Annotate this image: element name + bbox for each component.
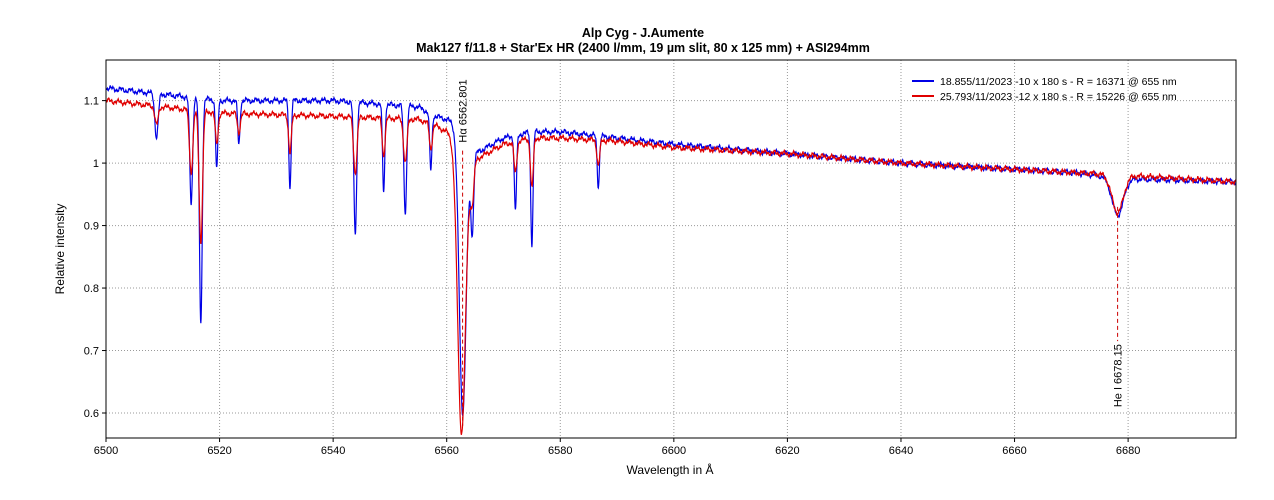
chart-subtitle: Mak127 f/11.8 + Star'Ex HR (2400 l/mm, 1…	[416, 41, 870, 55]
y-tick-label: 1.1	[84, 96, 99, 108]
x-tick-label: 6620	[775, 445, 799, 457]
x-tick-label: 6560	[434, 445, 458, 457]
y-tick-label: 0.7	[84, 346, 99, 358]
x-axis-label: Wavelength in Å	[627, 462, 714, 477]
grid-lines	[106, 60, 1236, 438]
x-tick-label: 6580	[548, 445, 572, 457]
x-tick-label: 6600	[662, 445, 686, 457]
x-tick-label: 6660	[1002, 445, 1026, 457]
y-tick-label: 1	[93, 158, 99, 170]
x-tick-label: 6540	[321, 445, 345, 457]
annotation-layer: Hα 6562.801 He I 6678.15	[458, 79, 1125, 426]
legend-label-series-1: 18.855/11/2023 -10 x 180 s - R = 16371 @…	[940, 76, 1177, 88]
x-axis-ticks: 6500 6520 6540 6560 6580 6600 6620 6640 6660 6680	[94, 438, 1140, 457]
annotation-label-1: Hα 6562.801	[458, 79, 470, 142]
plot-frame	[105, 59, 1237, 439]
series-line-1	[106, 85, 1236, 418]
x-tick-label: 6520	[207, 445, 231, 457]
series-layer	[106, 85, 1236, 436]
x-tick-label: 6640	[889, 445, 913, 457]
y-tick-label: 0.9	[84, 221, 99, 233]
legend-label-series-2: 25.793/11/2023 -12 x 180 s - R = 15226 @…	[940, 91, 1177, 103]
y-axis-ticks: 0.6 0.7 0.8 0.9 1 1.1	[84, 96, 106, 420]
x-tick-label: 6500	[94, 445, 118, 457]
y-axis-label: Relative intensity	[53, 204, 67, 295]
y-tick-label: 0.6	[84, 408, 99, 420]
legend: 18.855/11/2023 -10 x 180 s - R = 16371 @…	[912, 76, 1177, 103]
y-tick-label: 0.8	[84, 283, 99, 295]
chart-title: Alp Cyg - J.Aumente	[582, 26, 704, 40]
x-tick-label: 6680	[1116, 445, 1140, 457]
series-line-2	[106, 96, 1236, 436]
annotation-label-2: He I 6678.15	[1113, 344, 1125, 407]
